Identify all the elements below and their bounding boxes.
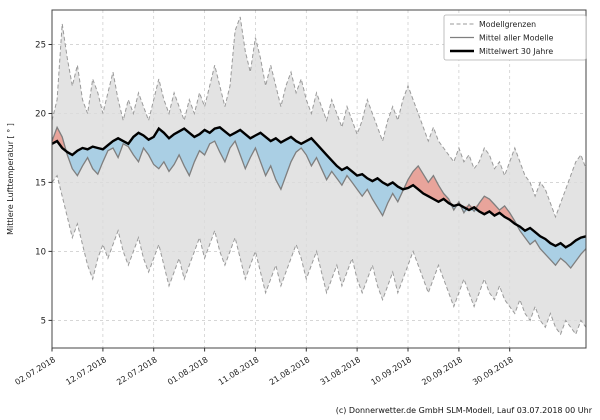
svg-text:10.09.2018: 10.09.2018 [369,355,413,387]
plot-frame [51,9,587,349]
legend: Modellgrenzen Mittel aller Modelle Mittelw… [443,14,587,61]
band-lower-edge [51,174,587,336]
below-normal-fill [52,127,586,268]
y-axis-label: Mittlere Lufttemperatur [ ° ] [6,123,15,235]
svg-text:11.08.2018: 11.08.2018 [217,355,261,387]
svg-text:01.08.2018: 01.08.2018 [166,355,210,387]
svg-text:20: 20 [35,110,46,120]
svg-text:20.09.2018: 20.09.2018 [420,355,464,387]
svg-text:12.07.2018: 12.07.2018 [64,355,108,387]
svg-text:31.08.2018: 31.08.2018 [319,355,363,387]
svg-text:5: 5 [41,316,46,326]
x-axis: 02.07.2018 12.07.2018 22.07.2018 01.08.2018… [13,348,515,387]
svg-text:22.07.2018: 22.07.2018 [115,355,159,387]
copyright-caption: (c) Donnerwetter.de GmbH SLM-Modell, Lau… [335,406,592,415]
y-axis: 5 10 15 20 25 [35,41,52,326]
svg-text:15: 15 [35,178,46,188]
climate-mean-line [51,125,587,249]
svg-text:10: 10 [35,247,46,257]
model-mean-line [51,125,587,270]
svg-text:Modellgrenzen: Modellgrenzen [479,20,536,29]
svg-text:21.08.2018: 21.08.2018 [268,355,312,387]
svg-text:Mittel aller Modelle: Mittel aller Modelle [479,33,554,42]
band-upper-edge [51,16,587,219]
svg-text:30.09.2018: 30.09.2018 [471,355,515,387]
svg-text:Mittelwert 30 Jahre: Mittelwert 30 Jahre [479,47,553,56]
svg-text:02.07.2018: 02.07.2018 [13,355,57,387]
model-range-band [52,16,586,335]
svg-text:25: 25 [35,41,46,51]
